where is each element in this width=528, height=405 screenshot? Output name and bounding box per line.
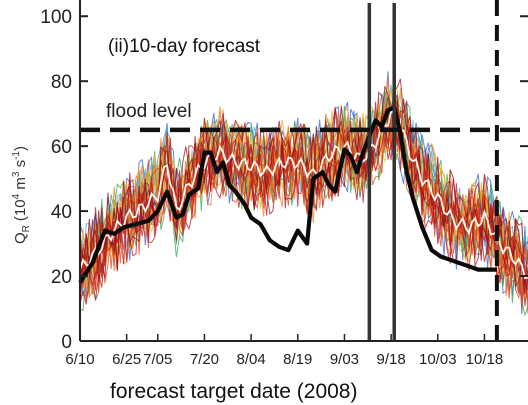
x-tick-label: 6/25 [112, 351, 141, 368]
y-axis-units-exp1: 4 [11, 193, 22, 199]
ensemble-mean-path [79, 110, 528, 279]
observed-discharge-line [78, 105, 497, 284]
y-axis-label: QR (104 m3 s-1) [11, 146, 32, 244]
flood-level-label: flood level [106, 101, 192, 122]
y-axis-units-mid: m [12, 177, 29, 194]
y-tick-label: 20 [51, 267, 72, 288]
panel-label: (ii)10-day forecast [108, 36, 261, 57]
ensemble-member-line [79, 110, 528, 314]
x-tick-label: 8/04 [237, 351, 266, 368]
y-tick-label: 0 [61, 332, 72, 353]
y-tick-label: 80 [51, 72, 72, 93]
ensemble-member-line [79, 78, 528, 295]
ensemble-forecast-lines [79, 71, 528, 317]
x-axis-label: forecast target date (2008) [110, 380, 357, 403]
y-axis-units-exp2: 3 [11, 171, 22, 177]
event-markers [367, 0, 499, 341]
x-tick-label: 9/03 [330, 351, 359, 368]
y-tick-labels: 0 20 40 60 80 100 [40, 7, 72, 353]
y-axis-symbol: Q [12, 232, 29, 244]
y-axis-units-exp3: -1 [11, 151, 22, 160]
y-axis-units-mid2: s [12, 160, 29, 172]
y-tick-label: 60 [51, 137, 72, 158]
x-tick-label: 10/03 [419, 351, 457, 368]
x-tick-label: 8/19 [283, 351, 312, 368]
y-tick-label: 40 [51, 202, 72, 223]
x-tick-label: 7/20 [190, 351, 219, 368]
y-axis-units-open: (10 [12, 199, 29, 221]
observed-path [78, 105, 497, 284]
x-tick-label: 9/18 [377, 351, 406, 368]
y-axis-units-close: ) [12, 146, 29, 151]
x-tick-label: 7/05 [143, 351, 172, 368]
x-tick-labels: 6/10 6/25 7/05 7/20 8/04 8/19 9/03 9/18 10/03 10/… [65, 351, 503, 368]
ensemble-mean-line [79, 110, 528, 279]
ensemble-member-line [79, 96, 528, 300]
y-tick-label: 100 [40, 7, 72, 28]
axes [79, 0, 528, 342]
x-tick-label: 6/10 [65, 351, 94, 368]
x-tick-label: 10/18 [466, 351, 504, 368]
y-axis-subscript: R [21, 225, 32, 232]
